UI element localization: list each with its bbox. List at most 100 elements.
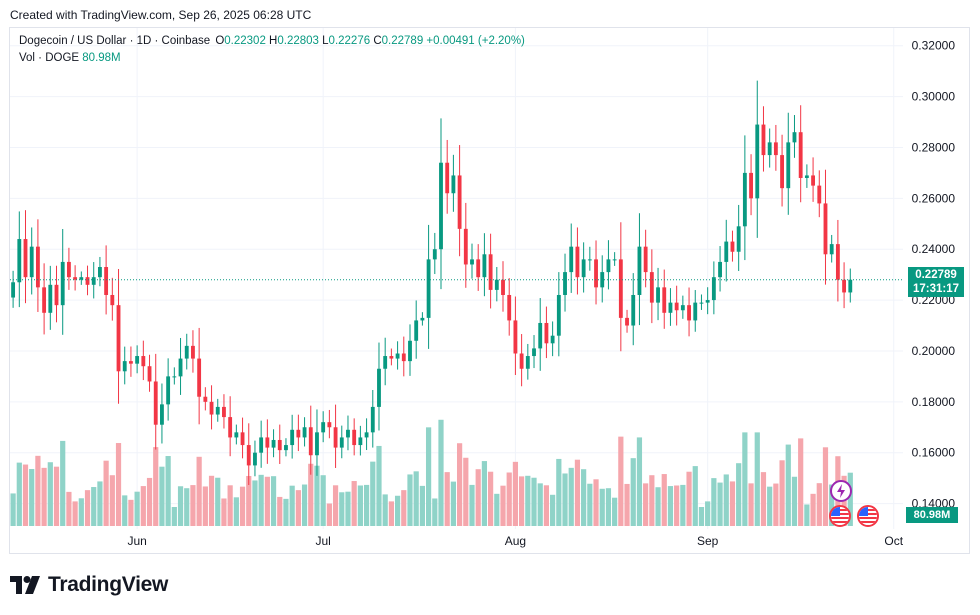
candle-body [835,244,840,280]
volume-bar [326,503,332,526]
volume-bar [494,493,500,526]
volume-bar [10,493,16,526]
candle-body [742,172,747,227]
volume-bar [41,467,47,526]
candle-body [383,356,388,369]
tradingview-logo[interactable]: TradingView [10,573,168,597]
volume-bar [29,469,35,526]
volume-bar [283,498,289,526]
volume-bar [363,484,370,526]
close-label: C [373,35,382,47]
candle-body [798,132,803,178]
candle-body [395,353,400,359]
logo-text: TradingView [48,573,169,596]
volume-bar [444,472,450,526]
candle-body [780,155,784,189]
volume-bar [674,485,680,526]
volume-bar [97,481,103,526]
candle-body [54,284,59,306]
volume-bar [320,475,326,526]
candle-body [817,185,822,204]
candle-body [463,228,468,265]
volume-bar [624,483,630,526]
volume-bar [159,466,165,526]
volume-bar [339,492,345,526]
candle-body [203,396,208,402]
volume-bar [295,490,301,526]
price-tick-label: 0.16000 [912,446,956,460]
volume-bar [587,483,593,526]
candle-body [631,294,636,326]
volume-bar [308,463,314,526]
volume-bar [456,443,463,526]
volume-bar [438,419,444,526]
candle-body [315,432,319,456]
price-tick-label: 0.30000 [912,90,956,104]
volume-bar [419,485,425,526]
volume-bar [246,475,252,526]
time-tick-label: Jul [315,534,330,548]
volume-bar [717,482,723,526]
volume-bar [593,479,599,526]
candle-body [761,124,766,156]
volume-bar [736,463,742,526]
volume-legend[interactable]: Vol · DOGE 80.98M [19,52,121,64]
candle-body [618,259,623,318]
volume-bar [370,461,376,526]
ohlc-legend[interactable]: Dogecoin / US Dollar · 1D · Coinbase O0.… [19,35,525,47]
volume-bar [630,458,636,526]
volume-bar [488,471,494,526]
candle-body [823,203,828,255]
volume-bar [146,477,153,526]
candle-body [401,353,406,362]
us-flag-event-icon[interactable] [857,505,879,527]
volume-bar [332,485,339,526]
open-value: 0.22302 [224,35,266,47]
candle-body [643,246,648,273]
current-price: 0.22789 [915,269,957,281]
volume-bar [78,498,84,526]
volume-bar [140,486,146,526]
candle-body [749,172,753,199]
candle-body [215,406,220,415]
volume-bar [519,476,525,526]
volume-bar [128,499,134,526]
low-label: L [322,35,329,47]
us-flag-event-icon[interactable] [829,505,851,527]
time-scale: Jun Jul Aug Sep Oct [127,534,903,548]
candle-body [668,302,673,313]
candle-body [786,142,791,189]
volume-bar [680,484,686,526]
volume-bar [785,444,791,526]
candle-body [662,287,667,313]
candle-body [432,249,437,260]
candle-body [674,302,679,311]
change-value: +0.00491 (+2.20%) [426,35,525,47]
candle-body [569,246,574,273]
candle-body [563,272,567,295]
volume-bar [829,484,835,526]
volume-bar [655,487,661,526]
candle-body [42,287,47,313]
volume-bar [711,478,717,526]
volume-bar [506,472,512,526]
symbol-title[interactable]: Dogecoin / US Dollar · 1D · Coinbase [19,35,211,47]
lightning-event-icon[interactable] [830,480,852,502]
volume-bar [667,486,674,526]
volume-bar [810,493,816,526]
candle-body [773,142,778,156]
volume-bar [649,475,655,526]
candle-body [414,320,419,341]
candle-body [17,239,22,283]
time-tick-label: Jun [127,534,146,548]
volume-bar [376,445,382,526]
candle-body [693,302,698,321]
volume-bar [134,491,140,526]
volume-bar [171,507,177,526]
candle-body [699,302,704,304]
volume-bar [767,486,773,526]
candle-body [612,259,617,261]
volume-bar [264,476,270,526]
volume-value: 80.98M [82,52,121,64]
